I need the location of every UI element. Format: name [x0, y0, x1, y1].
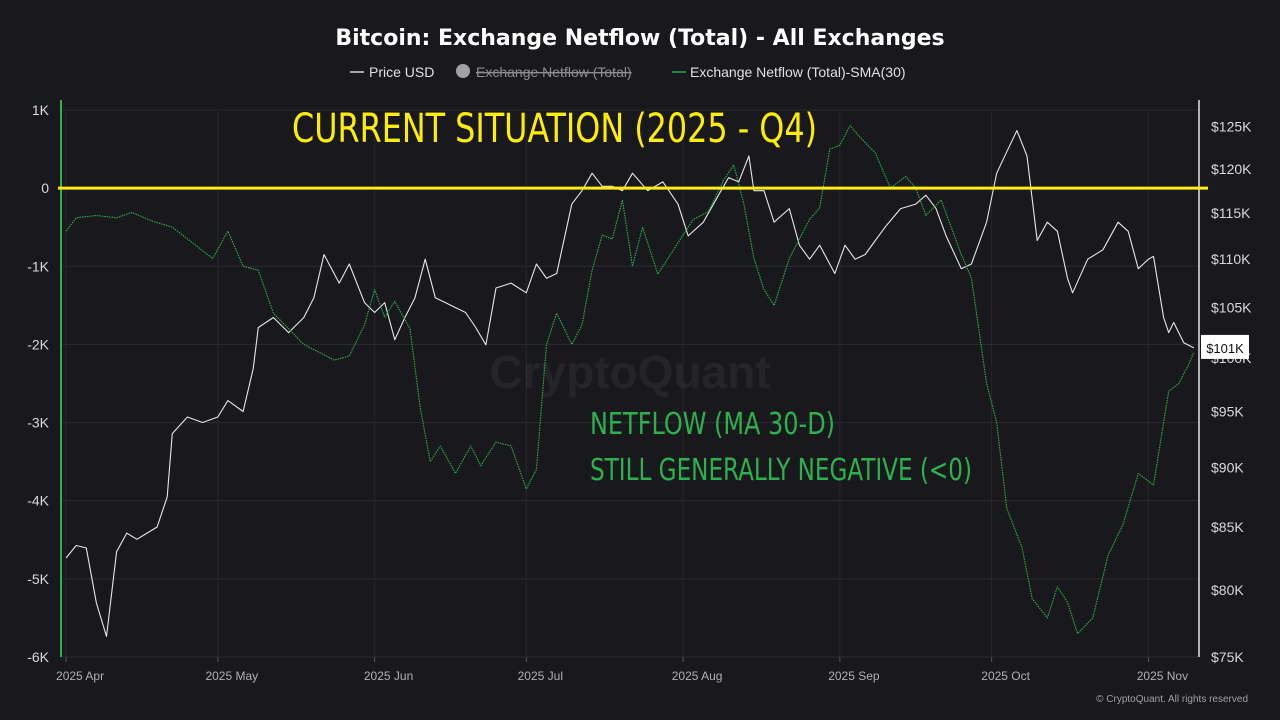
legend-netflow-label: Exchange Netflow (Total) [476, 64, 632, 80]
legend: Price USD Exchange Netflow (Total) Excha… [350, 64, 906, 80]
current-price-badge-bg [1201, 334, 1249, 359]
left-tick-label: -3K [27, 415, 49, 431]
right-tick-label: $95K [1211, 403, 1244, 419]
left-tick-label: -6K [27, 649, 49, 665]
price-usd-line [65, 130, 1195, 637]
left-tick-label: -1K [27, 258, 49, 274]
x-axis: 2025 Apr 2025 May 2025 Jun 2025 Jul 2025 Aug… [56, 657, 1188, 683]
legend-price-label: Price USD [369, 64, 434, 80]
right-tick-label: $80K [1211, 582, 1244, 598]
annotation-netflow-ma: NETFLOW (MA 30-D) [590, 407, 835, 442]
x-tick-label: 2025 Nov [1137, 669, 1188, 683]
legend-item-price[interactable]: Price USD [350, 64, 434, 80]
right-tick-label: $90K [1211, 460, 1244, 476]
netflow-sma30-line [65, 125, 1195, 635]
left-tick-label: 0 [41, 180, 49, 196]
series-layer [65, 125, 1195, 637]
right-tick-label: $125K [1211, 118, 1252, 134]
right-axis: $125K$120K$115K$110K$105K$100K$95K$90K$8… [1198, 100, 1252, 665]
right-tick-label: $85K [1211, 519, 1244, 535]
x-tick-label: 2025 Apr [56, 669, 104, 683]
left-tick-label: -5K [27, 571, 49, 587]
right-tick-label: $105K [1211, 300, 1252, 316]
copyright: © CryptoQuant. All rights reserved [1096, 694, 1248, 705]
left-tick-label: -2K [27, 336, 49, 352]
right-tick-label: $110K [1211, 251, 1251, 267]
left-axis: 1K 0 -1K -2K -3K -4K -5K -6K [27, 100, 62, 665]
right-tick-label: $115K [1211, 205, 1251, 221]
legend-item-netflow[interactable]: Exchange Netflow (Total) [456, 64, 632, 80]
x-tick-label: 2025 Jun [364, 669, 413, 683]
x-tick-label: 2025 Sep [828, 669, 880, 683]
x-tick-label: 2025 Aug [672, 669, 723, 683]
annotation-still-negative: STILL GENERALLY NEGATIVE (<0) [590, 453, 972, 488]
left-tick-label: 1K [32, 102, 50, 118]
legend-netflow-swatch [456, 64, 470, 78]
x-tick-label: 2025 Oct [981, 669, 1030, 683]
right-tick-label: $75K [1211, 649, 1244, 665]
right-tick-label: $120K [1211, 161, 1252, 177]
legend-sma-label: Exchange Netflow (Total)-SMA(30) [690, 64, 906, 80]
annotation-current-situation: CURRENT SITUATION (2025 - Q4) [292, 106, 817, 152]
legend-item-sma[interactable]: Exchange Netflow (Total)-SMA(30) [672, 64, 906, 80]
left-tick-label: -4K [27, 493, 49, 509]
x-tick-label: 2025 May [205, 669, 258, 683]
current-price-badge: $101K [1201, 334, 1249, 359]
gridlines [61, 109, 1199, 658]
chart-title: Bitcoin: Exchange Netflow (Total) - All … [335, 26, 944, 51]
current-price-label: $101K [1206, 341, 1244, 356]
watermark: CryptoQuant [489, 346, 770, 398]
x-tick-label: 2025 Jul [518, 669, 563, 683]
